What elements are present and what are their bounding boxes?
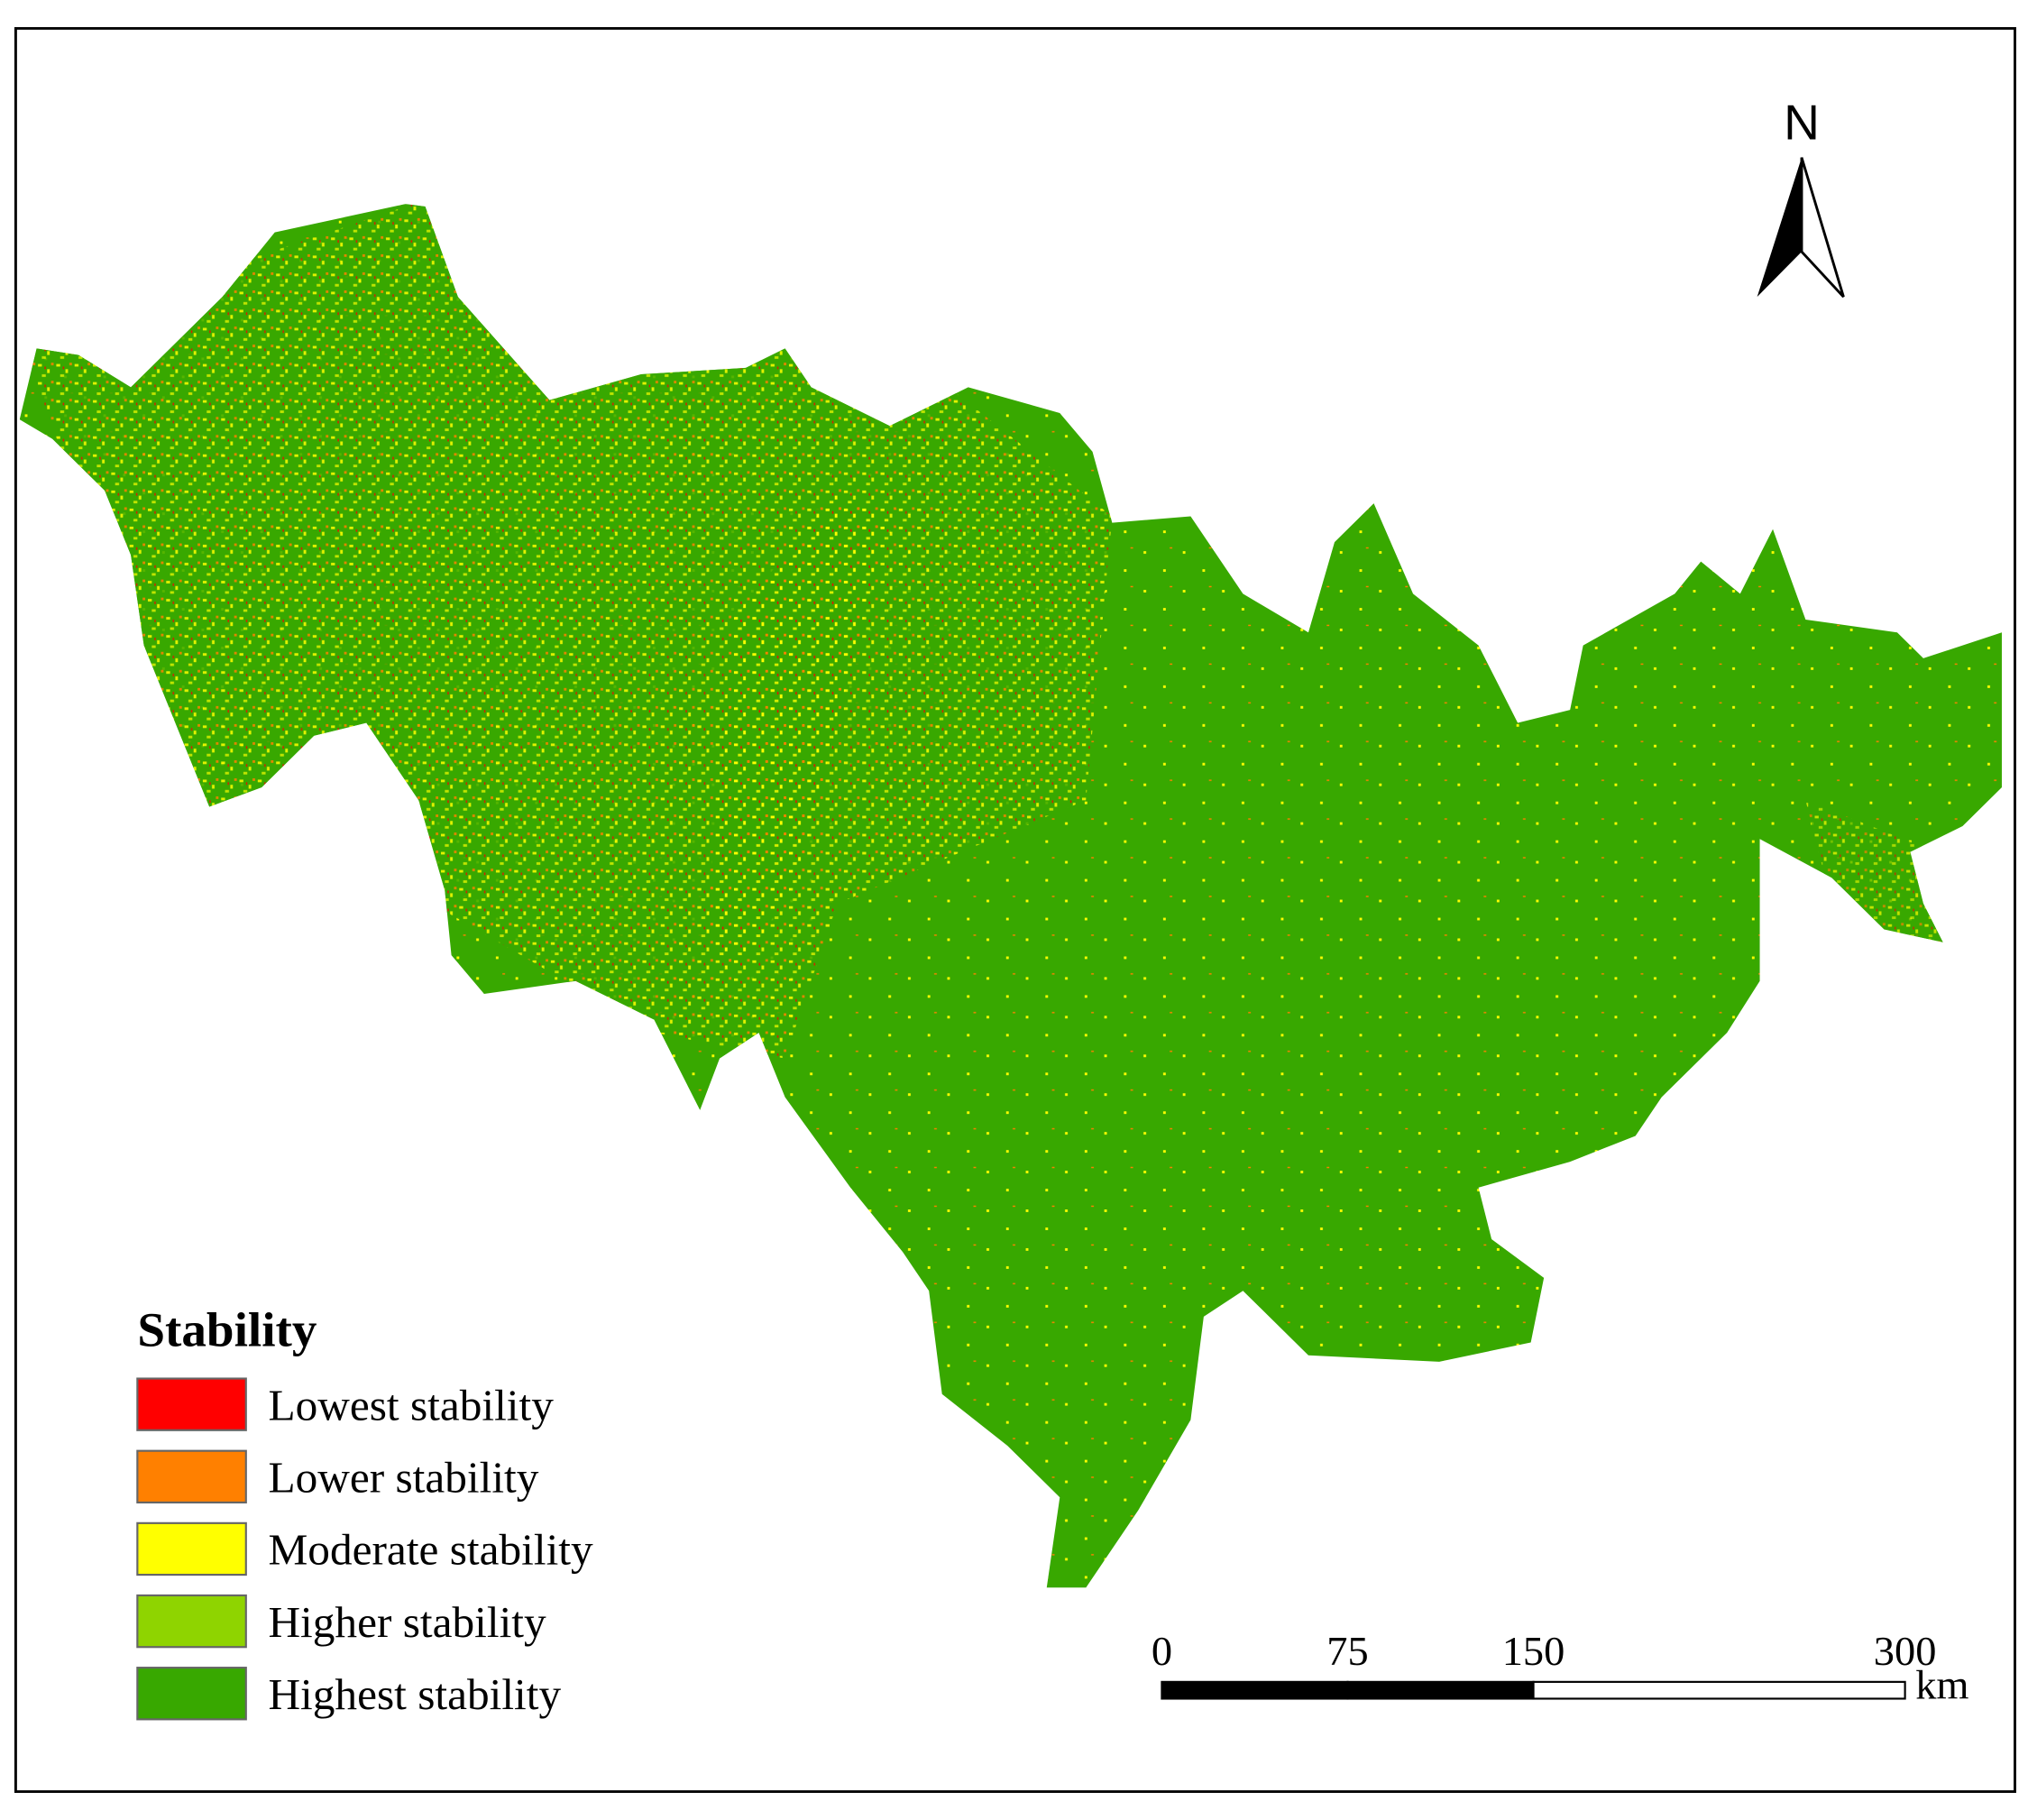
scale-segment [1532, 1680, 1906, 1700]
legend-label: Highest stability [268, 1669, 561, 1719]
scale-unit: km [1915, 1662, 1968, 1708]
legend-label: Higher stability [268, 1597, 546, 1647]
legend: Stability Lowest stability Lower stabilit… [136, 1302, 593, 1721]
legend-swatch [136, 1449, 247, 1503]
legend-label: Lowest stability [268, 1381, 554, 1430]
legend-label: Moderate stability [268, 1525, 593, 1575]
scale-tick-label: 0 [1152, 1629, 1172, 1675]
scale-tick-label: 150 [1502, 1629, 1565, 1675]
north-label: N [1784, 95, 1820, 151]
legend-title: Stability [137, 1302, 317, 1357]
legend-swatch [136, 1521, 247, 1576]
scale-segment [1161, 1680, 1349, 1700]
scale-tick-label: 75 [1326, 1629, 1368, 1675]
scale-tick-label: 300 [1874, 1629, 1937, 1675]
legend-label: Lower stability [268, 1453, 538, 1503]
legend-swatch [136, 1377, 247, 1431]
legend-swatch [136, 1594, 247, 1649]
scale-segment [1346, 1680, 1535, 1700]
legend-swatch [136, 1667, 247, 1721]
